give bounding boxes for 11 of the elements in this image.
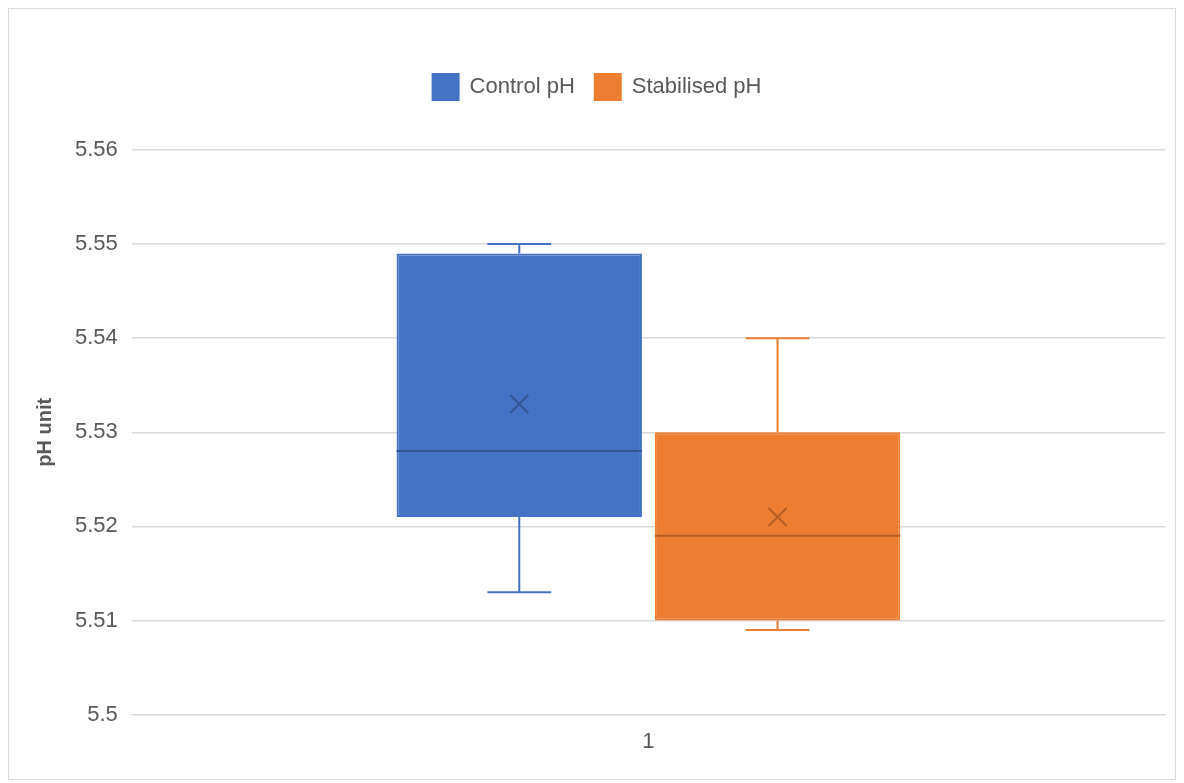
y-tick-label: 5.55 [74,230,118,256]
x-tick-label: 1 [642,727,655,753]
y-tick-label: 5.5 [87,700,118,726]
y-tick-label: 5.51 [74,606,118,632]
legend-label: Stabilised pH [631,73,762,99]
legend-label: Control pH [469,73,575,99]
y-tick-label: 5.54 [74,324,118,350]
y-tick-label: 5.52 [74,512,118,538]
y-tick-label: 5.53 [74,418,118,444]
y-tick-label: 5.56 [74,136,118,162]
y-axis-title: pH unit [32,397,55,467]
